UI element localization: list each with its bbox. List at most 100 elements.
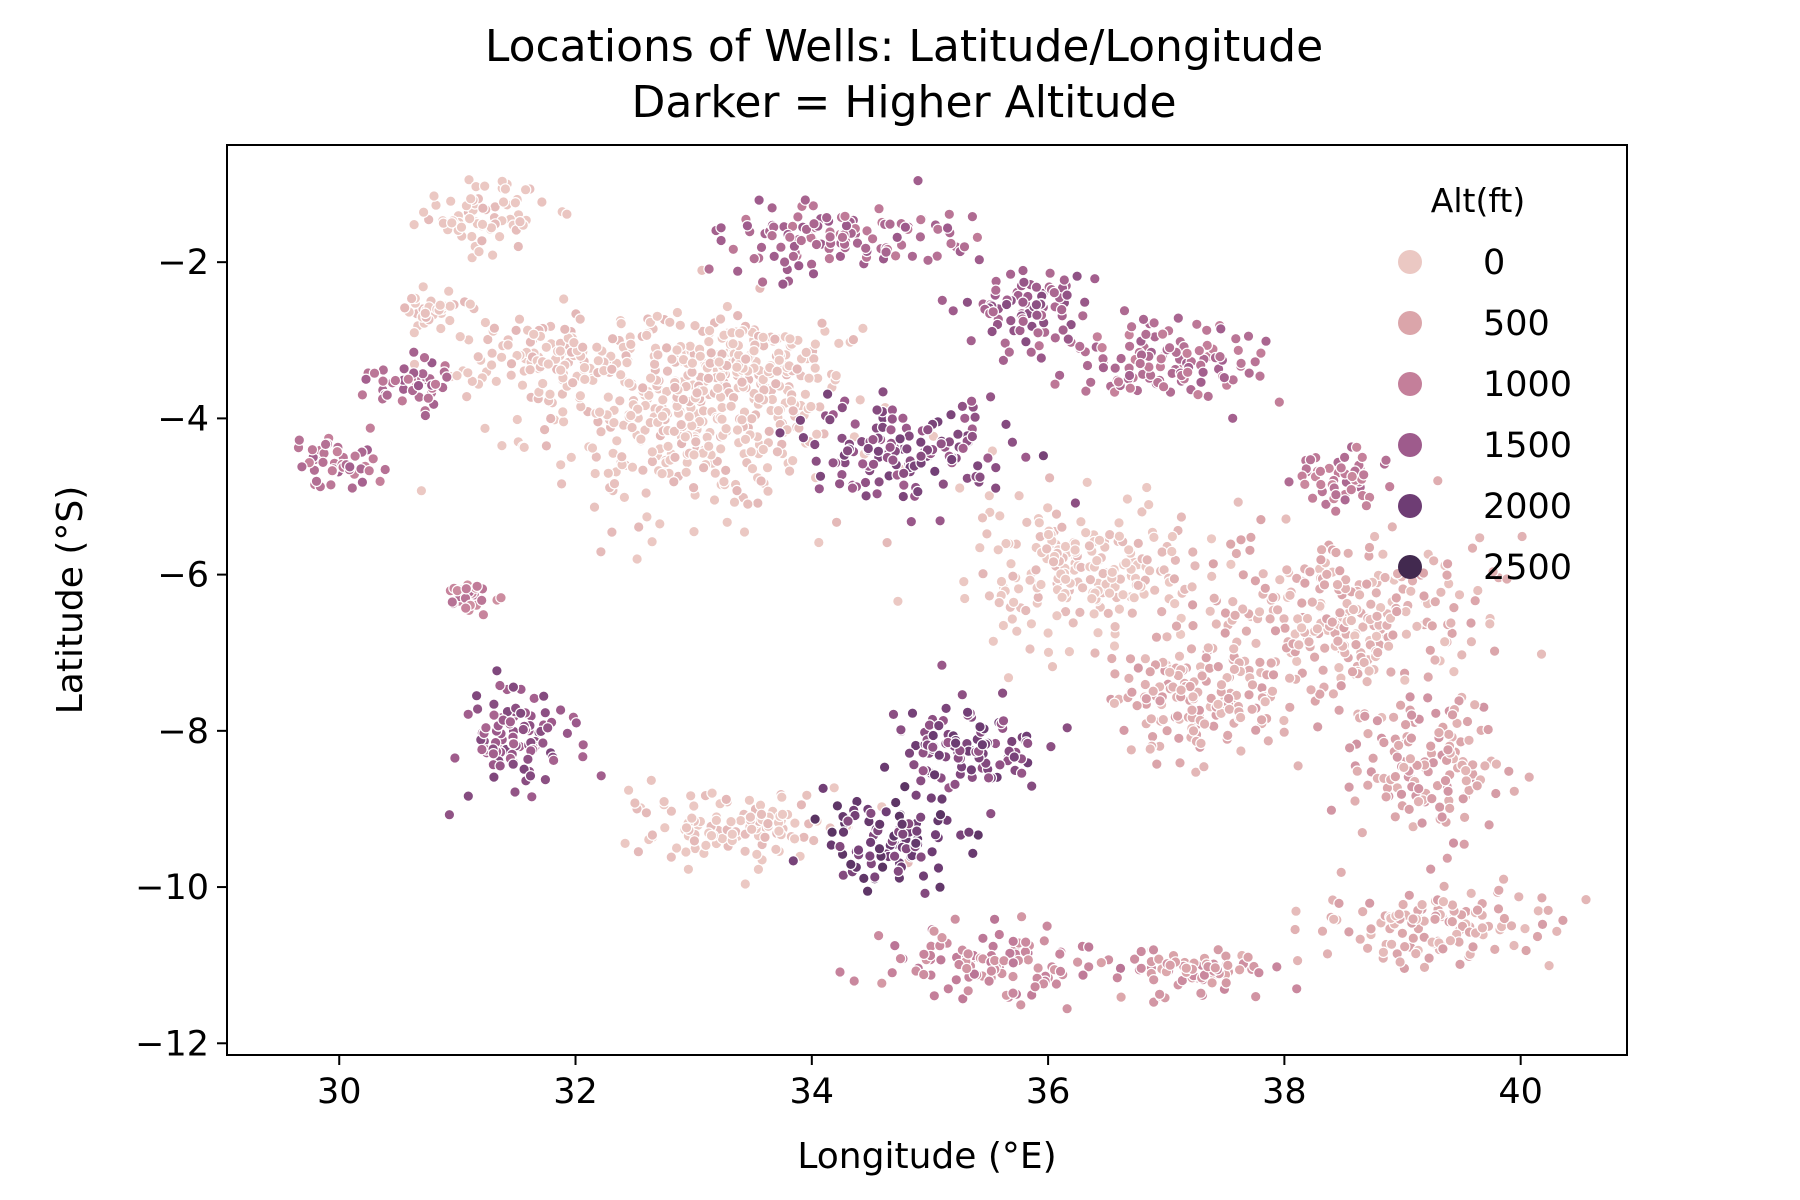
well-point: [969, 411, 981, 423]
well-point: [852, 844, 865, 856]
well-point: [862, 442, 875, 455]
well-point: [1122, 543, 1135, 556]
well-point: [977, 567, 989, 580]
well-point: [1293, 639, 1305, 651]
well-point: [1343, 742, 1356, 754]
well-point: [725, 815, 737, 828]
well-point: [1059, 573, 1072, 586]
well-point: [710, 814, 723, 827]
well-point: [1113, 517, 1125, 529]
well-point: [1132, 662, 1145, 674]
well-point: [965, 764, 978, 776]
well-point: [640, 329, 653, 342]
well-point: [936, 931, 948, 944]
well-point: [833, 477, 846, 490]
well-point: [574, 389, 587, 402]
well-point: [1004, 268, 1017, 280]
well-point: [906, 707, 919, 719]
well-point: [1360, 578, 1373, 590]
well-point: [1316, 925, 1329, 937]
well-point: [1433, 801, 1446, 813]
well-point: [1200, 324, 1213, 337]
well-point: [1405, 709, 1418, 721]
well-point: [1181, 366, 1194, 379]
well-point: [544, 388, 556, 400]
well-point: [1327, 688, 1340, 700]
well-point: [363, 464, 375, 477]
well-point: [857, 872, 870, 885]
well-point: [561, 208, 573, 220]
well-point: [1128, 591, 1140, 604]
well-point: [1032, 326, 1044, 339]
well-point: [936, 659, 948, 671]
well-point: [714, 443, 727, 455]
well-point: [671, 306, 684, 319]
legend-label: 2500: [1483, 548, 1572, 588]
well-point: [903, 747, 916, 759]
well-point: [1069, 497, 1082, 509]
well-point: [472, 350, 484, 363]
well-point: [417, 280, 429, 293]
well-point: [589, 467, 601, 480]
well-point: [677, 393, 690, 406]
well-point: [554, 345, 567, 357]
x-tick-label: 40: [1498, 1072, 1543, 1112]
well-point: [885, 423, 897, 436]
well-point: [1219, 627, 1231, 639]
x-axis-ticks: 30 32 34 36 38 40: [317, 1055, 1543, 1112]
legend-marker: [1398, 311, 1422, 335]
well-point: [1400, 628, 1413, 640]
well-point: [651, 310, 664, 323]
well-point: [556, 406, 569, 418]
well-point: [1151, 758, 1163, 770]
well-point: [1115, 352, 1127, 365]
well-point: [958, 412, 971, 425]
well-point: [915, 851, 927, 863]
well-point: [663, 316, 676, 329]
well-point: [1356, 451, 1369, 464]
well-point: [1250, 637, 1262, 650]
x-axis-label: Longitude (°E): [797, 1136, 1056, 1177]
well-point: [957, 575, 970, 588]
well-point: [1476, 922, 1489, 934]
well-point: [1290, 905, 1302, 917]
well-point: [1508, 939, 1520, 952]
well-point: [624, 409, 637, 422]
well-point: [1218, 371, 1231, 384]
well-point: [1356, 905, 1369, 918]
well-point: [1392, 739, 1405, 752]
well-point: [958, 241, 971, 253]
well-point: [1551, 925, 1563, 938]
well-point: [593, 406, 606, 418]
well-point: [694, 350, 707, 363]
well-point: [1135, 945, 1147, 958]
well-point: [1532, 905, 1545, 917]
well-point: [896, 828, 909, 840]
well-point: [578, 361, 591, 374]
well-point: [1061, 721, 1073, 734]
well-point: [494, 760, 506, 772]
well-point: [398, 362, 410, 375]
well-point: [1306, 492, 1319, 504]
well-point: [1497, 873, 1510, 885]
well-point: [1403, 889, 1416, 902]
well-point: [834, 966, 846, 978]
well-point: [1062, 333, 1075, 345]
well-point: [1056, 591, 1068, 604]
well-point: [966, 430, 979, 443]
well-point: [897, 490, 910, 503]
well-point: [872, 445, 885, 458]
well-point: [1002, 671, 1015, 684]
well-point: [499, 183, 512, 195]
well-point: [1283, 476, 1295, 488]
well-point: [773, 354, 786, 367]
well-point: [1469, 594, 1481, 607]
well-point: [463, 212, 476, 225]
well-point: [826, 826, 838, 838]
well-point: [887, 708, 900, 721]
well-point: [536, 377, 549, 390]
well-point: [965, 395, 978, 407]
well-point: [1195, 737, 1207, 750]
well-point: [631, 553, 643, 565]
well-point: [1147, 685, 1159, 697]
